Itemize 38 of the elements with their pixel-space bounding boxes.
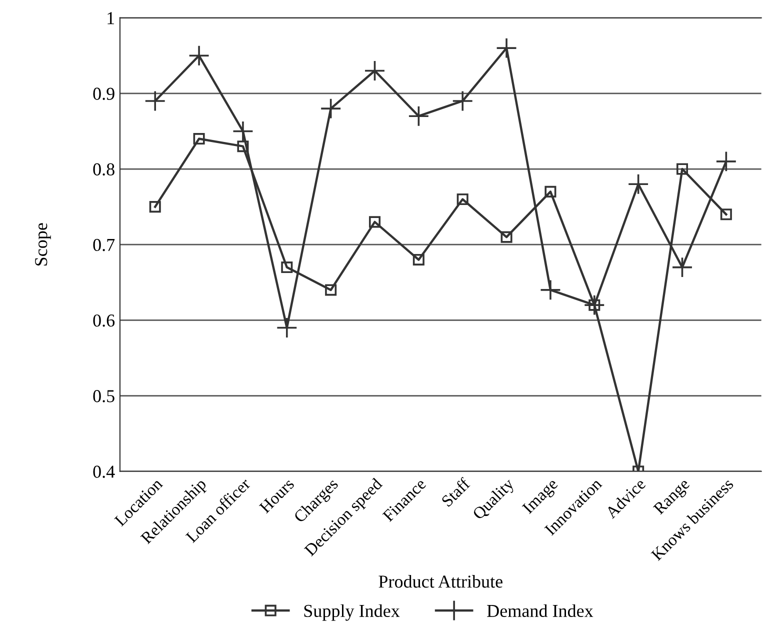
y-tick-label: 0.5: [93, 390, 114, 402]
point: [540, 279, 562, 301]
point: [676, 163, 688, 175]
y-tick-label: 1: [108, 12, 114, 24]
x-axis-title: Product Attribute: [378, 575, 502, 588]
point: [408, 105, 430, 127]
point: [276, 317, 298, 338]
point: [412, 254, 424, 266]
point: [456, 193, 468, 206]
point: [628, 174, 649, 195]
legend-label: Demand Index: [487, 604, 594, 618]
point: [584, 294, 606, 316]
y-tick-label: 0.8: [93, 163, 114, 176]
y-tick-label: 0.6: [93, 314, 115, 327]
point: [193, 133, 205, 145]
point: [281, 262, 293, 274]
point: [364, 60, 386, 82]
point: [452, 90, 474, 112]
point: [500, 231, 512, 243]
point: [720, 208, 732, 220]
point: [320, 98, 342, 120]
point: [188, 45, 210, 66]
point: [716, 150, 737, 172]
y-axis-title: Scope: [35, 223, 51, 266]
y-tick-label: 0.9: [93, 88, 114, 100]
point: [368, 216, 381, 228]
point: [237, 140, 249, 152]
point: [149, 201, 161, 213]
point: [325, 284, 337, 296]
point: [588, 299, 600, 311]
legend-label: Supply Index: [304, 604, 400, 621]
point: [544, 186, 556, 198]
point: [496, 37, 518, 59]
point: [672, 256, 693, 278]
y-tick-label: 0.4: [93, 466, 115, 478]
y-tick-label: 0.7: [93, 238, 115, 252]
point: [144, 90, 166, 112]
point: [232, 120, 254, 142]
